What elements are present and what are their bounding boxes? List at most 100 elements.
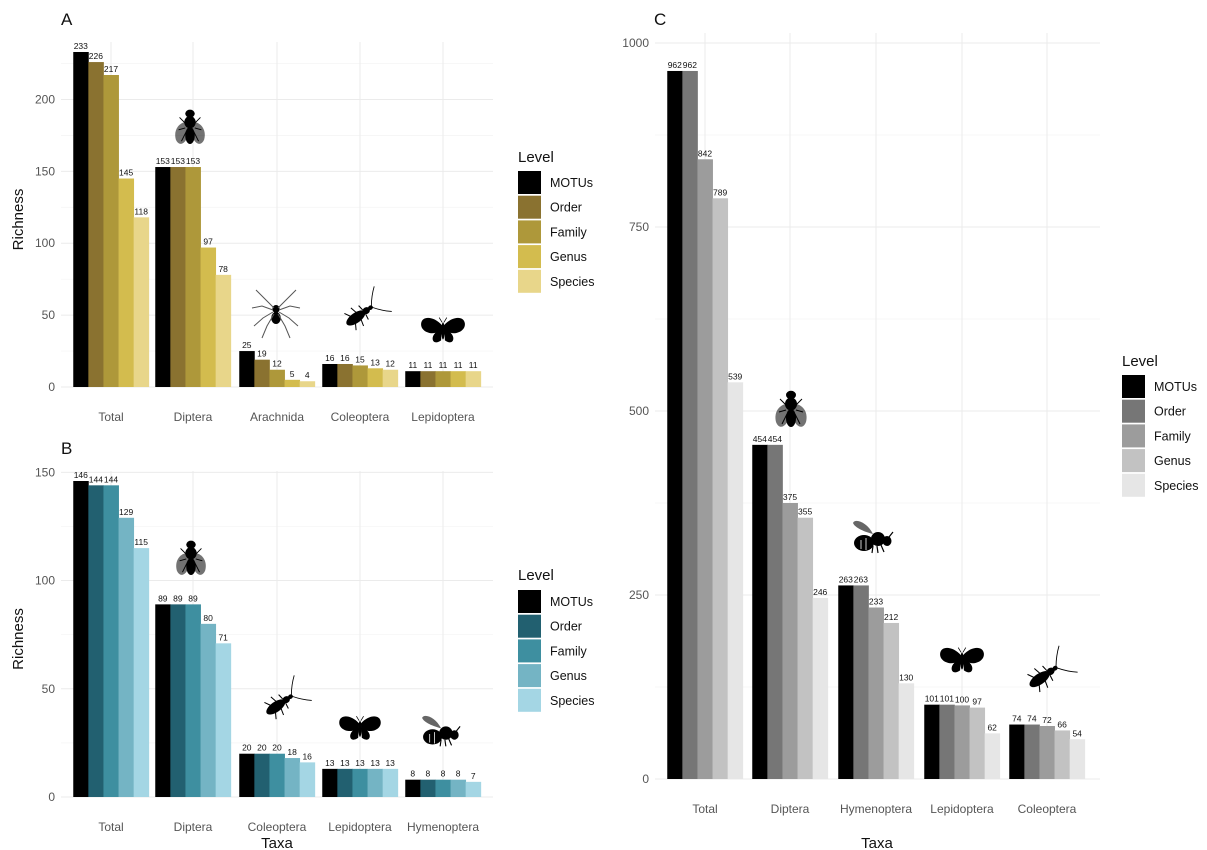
data-label: 8 (441, 769, 446, 779)
bar-lepidoptera-family (954, 705, 970, 779)
legend: Level MOTUs Order Family Genus Species (518, 149, 594, 293)
bar-coleoptera-motus (322, 363, 338, 387)
data-label: 145 (119, 168, 133, 178)
legend-key-genus (518, 664, 541, 688)
data-label: 78 (218, 264, 228, 274)
legend-label: Family (550, 644, 588, 658)
legend-title: Level (1122, 353, 1158, 370)
bar-arachnida-genus (284, 379, 301, 387)
y-tick-label: 500 (629, 404, 649, 418)
x-tick-label: Coleoptera (331, 410, 390, 424)
bar-lepidoptera-species (382, 768, 399, 797)
data-label: 153 (171, 156, 185, 166)
bar-arachnida-order (254, 359, 270, 387)
bar-lepidoptera-motus (924, 704, 940, 779)
data-label: 16 (302, 751, 312, 761)
x-tick-label: Coleoptera (248, 820, 307, 834)
legend-key-family (518, 220, 541, 244)
legend-label: Genus (1154, 454, 1191, 468)
bar-diptera-genus (797, 517, 814, 779)
data-label: 118 (134, 206, 148, 216)
x-tick-label: Diptera (174, 820, 213, 834)
bar-lepidoptera-species (984, 733, 1001, 779)
bar-coleoptera-family (269, 753, 285, 797)
bar-hymenoptera-species (898, 683, 915, 779)
panel-label: C (654, 10, 666, 29)
bar-lepidoptera-order (939, 704, 955, 779)
bar-coleoptera-order (337, 363, 353, 387)
bar-hymenoptera-motus (405, 779, 421, 797)
bar-coleoptera-species (382, 369, 399, 387)
x-tick-label: Coleoptera (1018, 802, 1077, 816)
data-label: 101 (940, 694, 954, 704)
bar-lepidoptera-order (420, 371, 436, 387)
legend-label: Species (550, 694, 594, 708)
data-label: 13 (370, 758, 380, 768)
data-label: 74 (1027, 714, 1037, 724)
bar-diptera-species (215, 274, 232, 387)
data-label: 11 (439, 360, 448, 370)
legend-key-family (518, 639, 541, 663)
data-label: 13 (325, 758, 335, 768)
legend-label: Order (550, 620, 582, 634)
data-label: 5 (290, 369, 295, 379)
bar-total-species (133, 217, 150, 387)
data-label: 97 (203, 237, 213, 247)
bar-coleoptera-genus (284, 758, 301, 797)
data-label: 62 (987, 722, 997, 732)
bar-diptera-motus (155, 604, 171, 797)
panel-label: B (61, 439, 72, 458)
x-tick-label: Arachnida (250, 410, 304, 424)
legend: Level MOTUs Order Family Genus Species (518, 567, 594, 712)
data-label: 263 (854, 574, 868, 584)
data-label: 54 (1072, 728, 1082, 738)
y-tick-label: 750 (629, 220, 649, 234)
y-tick-label: 150 (35, 164, 55, 178)
legend-key-species (1122, 473, 1145, 497)
data-label: 71 (218, 632, 228, 642)
data-label: 233 (74, 41, 88, 51)
y-tick-label: 250 (629, 588, 649, 602)
bar-arachnida-family (269, 369, 285, 387)
y-axis-title: Richness (10, 189, 27, 251)
bar-coleoptera-motus (1009, 724, 1025, 779)
data-label: 454 (768, 434, 782, 444)
legend-label: Family (550, 225, 588, 239)
x-tick-label: Total (98, 410, 123, 424)
y-tick-label: 150 (35, 465, 55, 479)
legend-key-species (518, 269, 541, 293)
bar-total-family (103, 485, 119, 797)
bar-lepidoptera-genus (450, 371, 467, 387)
data-label: 89 (188, 593, 198, 603)
bar-total-species (133, 548, 150, 797)
bar-total-genus (118, 178, 135, 387)
y-tick-label: 100 (35, 236, 55, 250)
legend-key-order (518, 195, 541, 219)
y-tick-label: 50 (42, 308, 56, 322)
bar-hymenoptera-order (420, 779, 436, 797)
data-label: 153 (156, 156, 170, 166)
bar-total-family (103, 75, 119, 387)
data-label: 66 (1057, 719, 1067, 729)
data-label: 144 (104, 474, 118, 484)
legend-label: Genus (550, 250, 587, 264)
data-label: 115 (134, 537, 148, 547)
bar-coleoptera-genus (1054, 730, 1071, 779)
bar-total-order (682, 70, 698, 779)
legend-key-genus (1122, 449, 1145, 473)
legend-key-order (1122, 399, 1145, 423)
x-tick-label: Lepidoptera (411, 410, 475, 424)
data-label: 80 (203, 613, 213, 623)
data-label: 842 (698, 148, 712, 158)
bar-hymenoptera-family (435, 779, 451, 797)
bar-coleoptera-family (352, 365, 368, 387)
bar-diptera-motus (155, 167, 171, 387)
data-label: 13 (340, 758, 350, 768)
bar-hymenoptera-order (853, 585, 869, 779)
bar-total-motus (73, 52, 89, 387)
fly-icon (174, 109, 206, 145)
data-label: 226 (89, 51, 103, 61)
legend-label: Family (1154, 429, 1192, 443)
legend-label: Order (1154, 405, 1186, 419)
